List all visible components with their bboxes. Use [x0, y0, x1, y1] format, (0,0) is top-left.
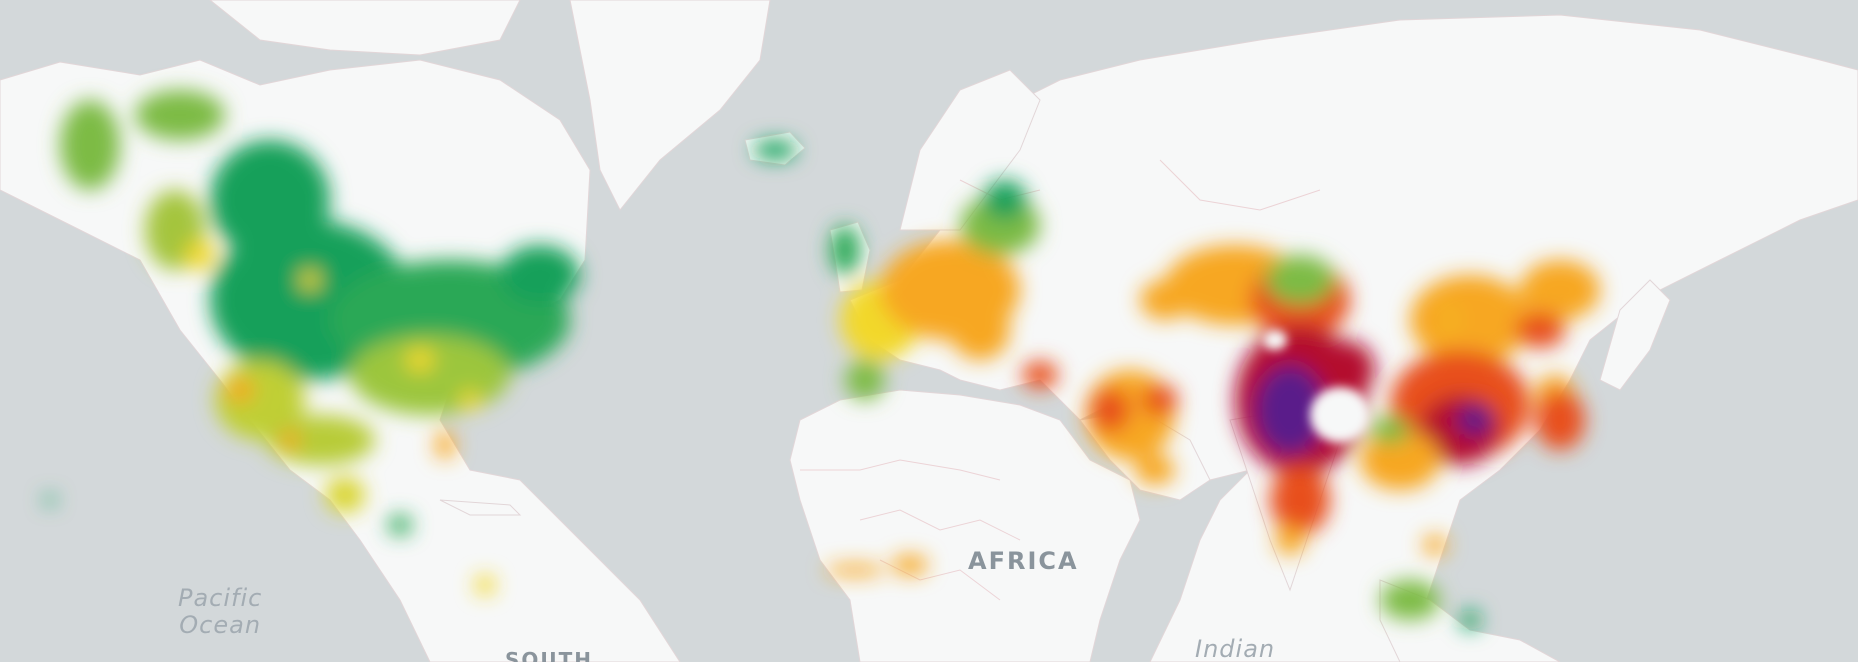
label-indian-ocean: Indian: [1195, 635, 1276, 662]
label-africa: AFRICA: [968, 547, 1079, 575]
land-arctic-islands: [209, 0, 521, 56]
heatmap-layer: [44, 90, 1600, 630]
land-japan: [1599, 279, 1671, 391]
land-africa: [789, 389, 1141, 662]
land-caribbean: [439, 499, 522, 516]
border-layer: [800, 159, 1321, 601]
label-south-america: SOUTH: [505, 648, 594, 662]
land-eurasia: [849, 14, 1858, 662]
land-greenland: [569, 0, 771, 211]
label-pacific-ocean: Pacific Ocean: [178, 585, 262, 639]
heat-holes: [1263, 330, 1370, 443]
label-pacific-line2: Ocean: [179, 611, 262, 639]
label-pacific-line1: Pacific: [178, 584, 263, 612]
